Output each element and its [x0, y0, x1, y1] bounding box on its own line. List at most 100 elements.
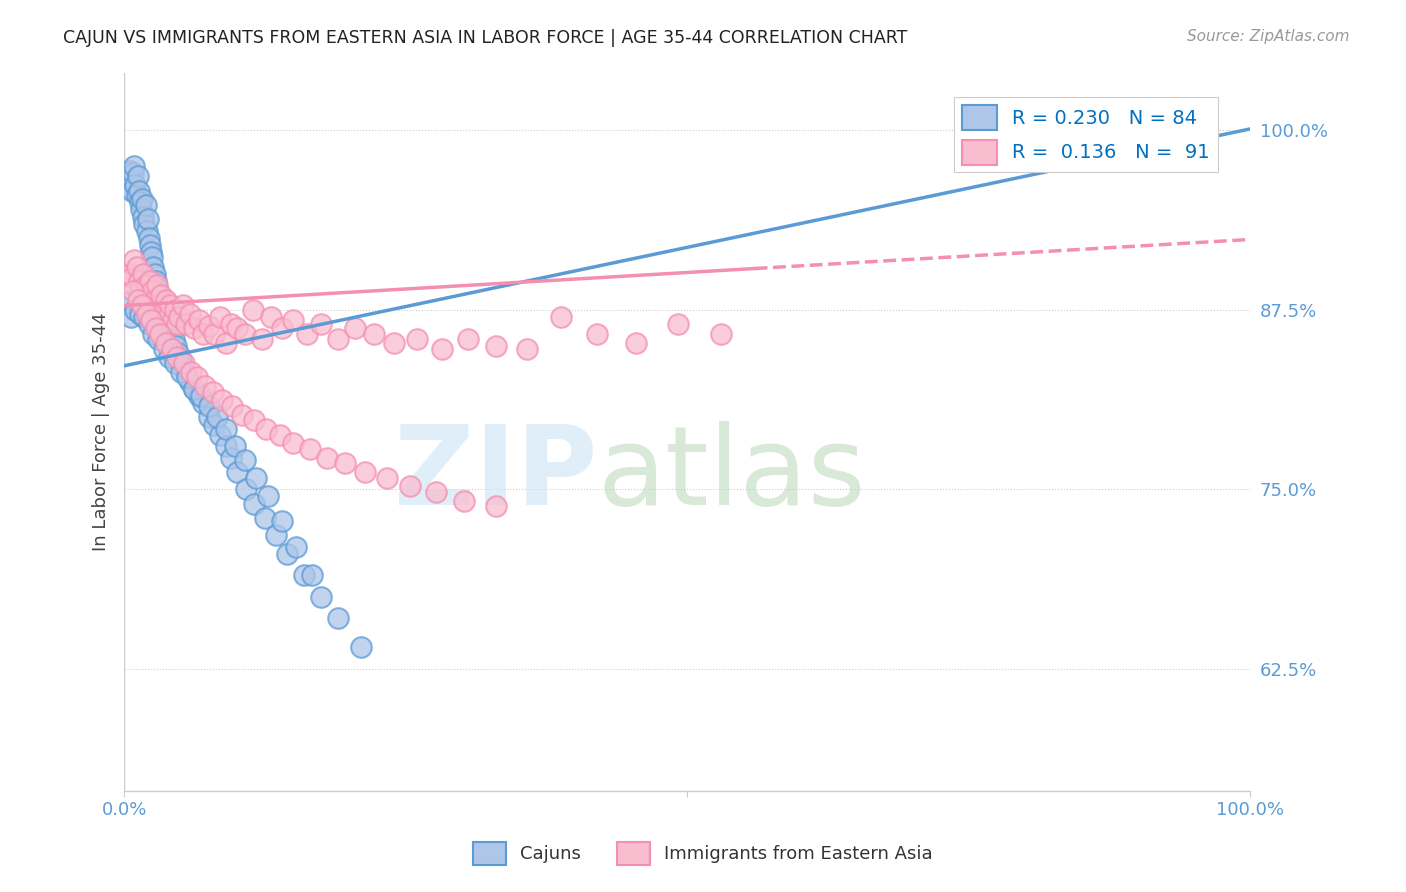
Point [139, 238, 162, 252]
Point [124, 159, 146, 173]
Point [326, 331, 349, 345]
Point [157, 350, 180, 364]
Point [453, 493, 475, 508]
Point [155, 335, 177, 350]
Point [202, 384, 225, 399]
Point [270, 321, 292, 335]
Point [173, 356, 195, 370]
Point [129, 195, 152, 210]
Point [118, 163, 141, 178]
Point [253, 511, 276, 525]
Point [121, 184, 143, 198]
Point [166, 350, 188, 364]
Point [135, 278, 157, 293]
Point [120, 310, 142, 324]
Point [349, 640, 371, 654]
Point [550, 310, 572, 324]
Point [135, 307, 157, 321]
Point [208, 427, 231, 442]
Point [187, 389, 209, 403]
Point [166, 317, 188, 331]
Point [127, 169, 149, 184]
Point [143, 293, 166, 307]
Text: atlas: atlas [598, 421, 866, 528]
Point [233, 453, 256, 467]
Point [149, 327, 172, 342]
Point [157, 310, 180, 324]
Point [354, 465, 377, 479]
Text: ZIP: ZIP [394, 421, 598, 528]
Point [186, 370, 208, 384]
Point [118, 181, 141, 195]
Point [128, 274, 150, 288]
Point [257, 489, 280, 503]
Point [163, 331, 186, 345]
Point [118, 267, 141, 281]
Point [135, 198, 157, 212]
Point [298, 442, 321, 456]
Point [122, 284, 145, 298]
Point [333, 456, 356, 470]
Point [666, 317, 689, 331]
Point [269, 427, 291, 442]
Point [250, 331, 273, 345]
Point [145, 321, 167, 335]
Text: Source: ZipAtlas.com: Source: ZipAtlas.com [1187, 29, 1350, 44]
Point [148, 298, 170, 312]
Point [141, 313, 163, 327]
Point [710, 327, 733, 342]
Point [176, 370, 198, 384]
Point [270, 514, 292, 528]
Point [124, 302, 146, 317]
Point [363, 327, 385, 342]
Point [375, 471, 398, 485]
Point [121, 269, 143, 284]
Point [194, 379, 217, 393]
Legend: Cajuns, Immigrants from Eastern Asia: Cajuns, Immigrants from Eastern Asia [465, 835, 941, 872]
Point [131, 192, 153, 206]
Point [169, 353, 191, 368]
Point [309, 317, 332, 331]
Point [295, 327, 318, 342]
Point [141, 284, 163, 298]
Point [190, 389, 212, 403]
Point [127, 293, 149, 307]
Point [122, 166, 145, 180]
Point [399, 479, 422, 493]
Point [214, 422, 236, 436]
Point [516, 342, 538, 356]
Point [172, 360, 194, 375]
Point [136, 288, 159, 302]
Point [187, 313, 209, 327]
Point [242, 302, 264, 317]
Point [179, 375, 201, 389]
Point [160, 324, 183, 338]
Point [150, 288, 173, 302]
Point [129, 202, 152, 217]
Point [141, 245, 163, 260]
Point [259, 310, 281, 324]
Point [183, 382, 205, 396]
Point [425, 485, 447, 500]
Point [132, 210, 155, 224]
Point [135, 224, 157, 238]
Point [153, 313, 176, 327]
Point [245, 471, 267, 485]
Point [124, 252, 146, 267]
Point [235, 482, 257, 496]
Point [138, 231, 160, 245]
Point [142, 260, 165, 274]
Point [202, 417, 225, 432]
Point [197, 410, 219, 425]
Point [157, 317, 180, 331]
Point [191, 396, 214, 410]
Point [134, 217, 156, 231]
Point [156, 302, 179, 317]
Point [233, 327, 256, 342]
Point [155, 293, 177, 307]
Point [159, 298, 181, 312]
Point [180, 364, 202, 378]
Point [326, 611, 349, 625]
Point [219, 450, 242, 465]
Point [214, 439, 236, 453]
